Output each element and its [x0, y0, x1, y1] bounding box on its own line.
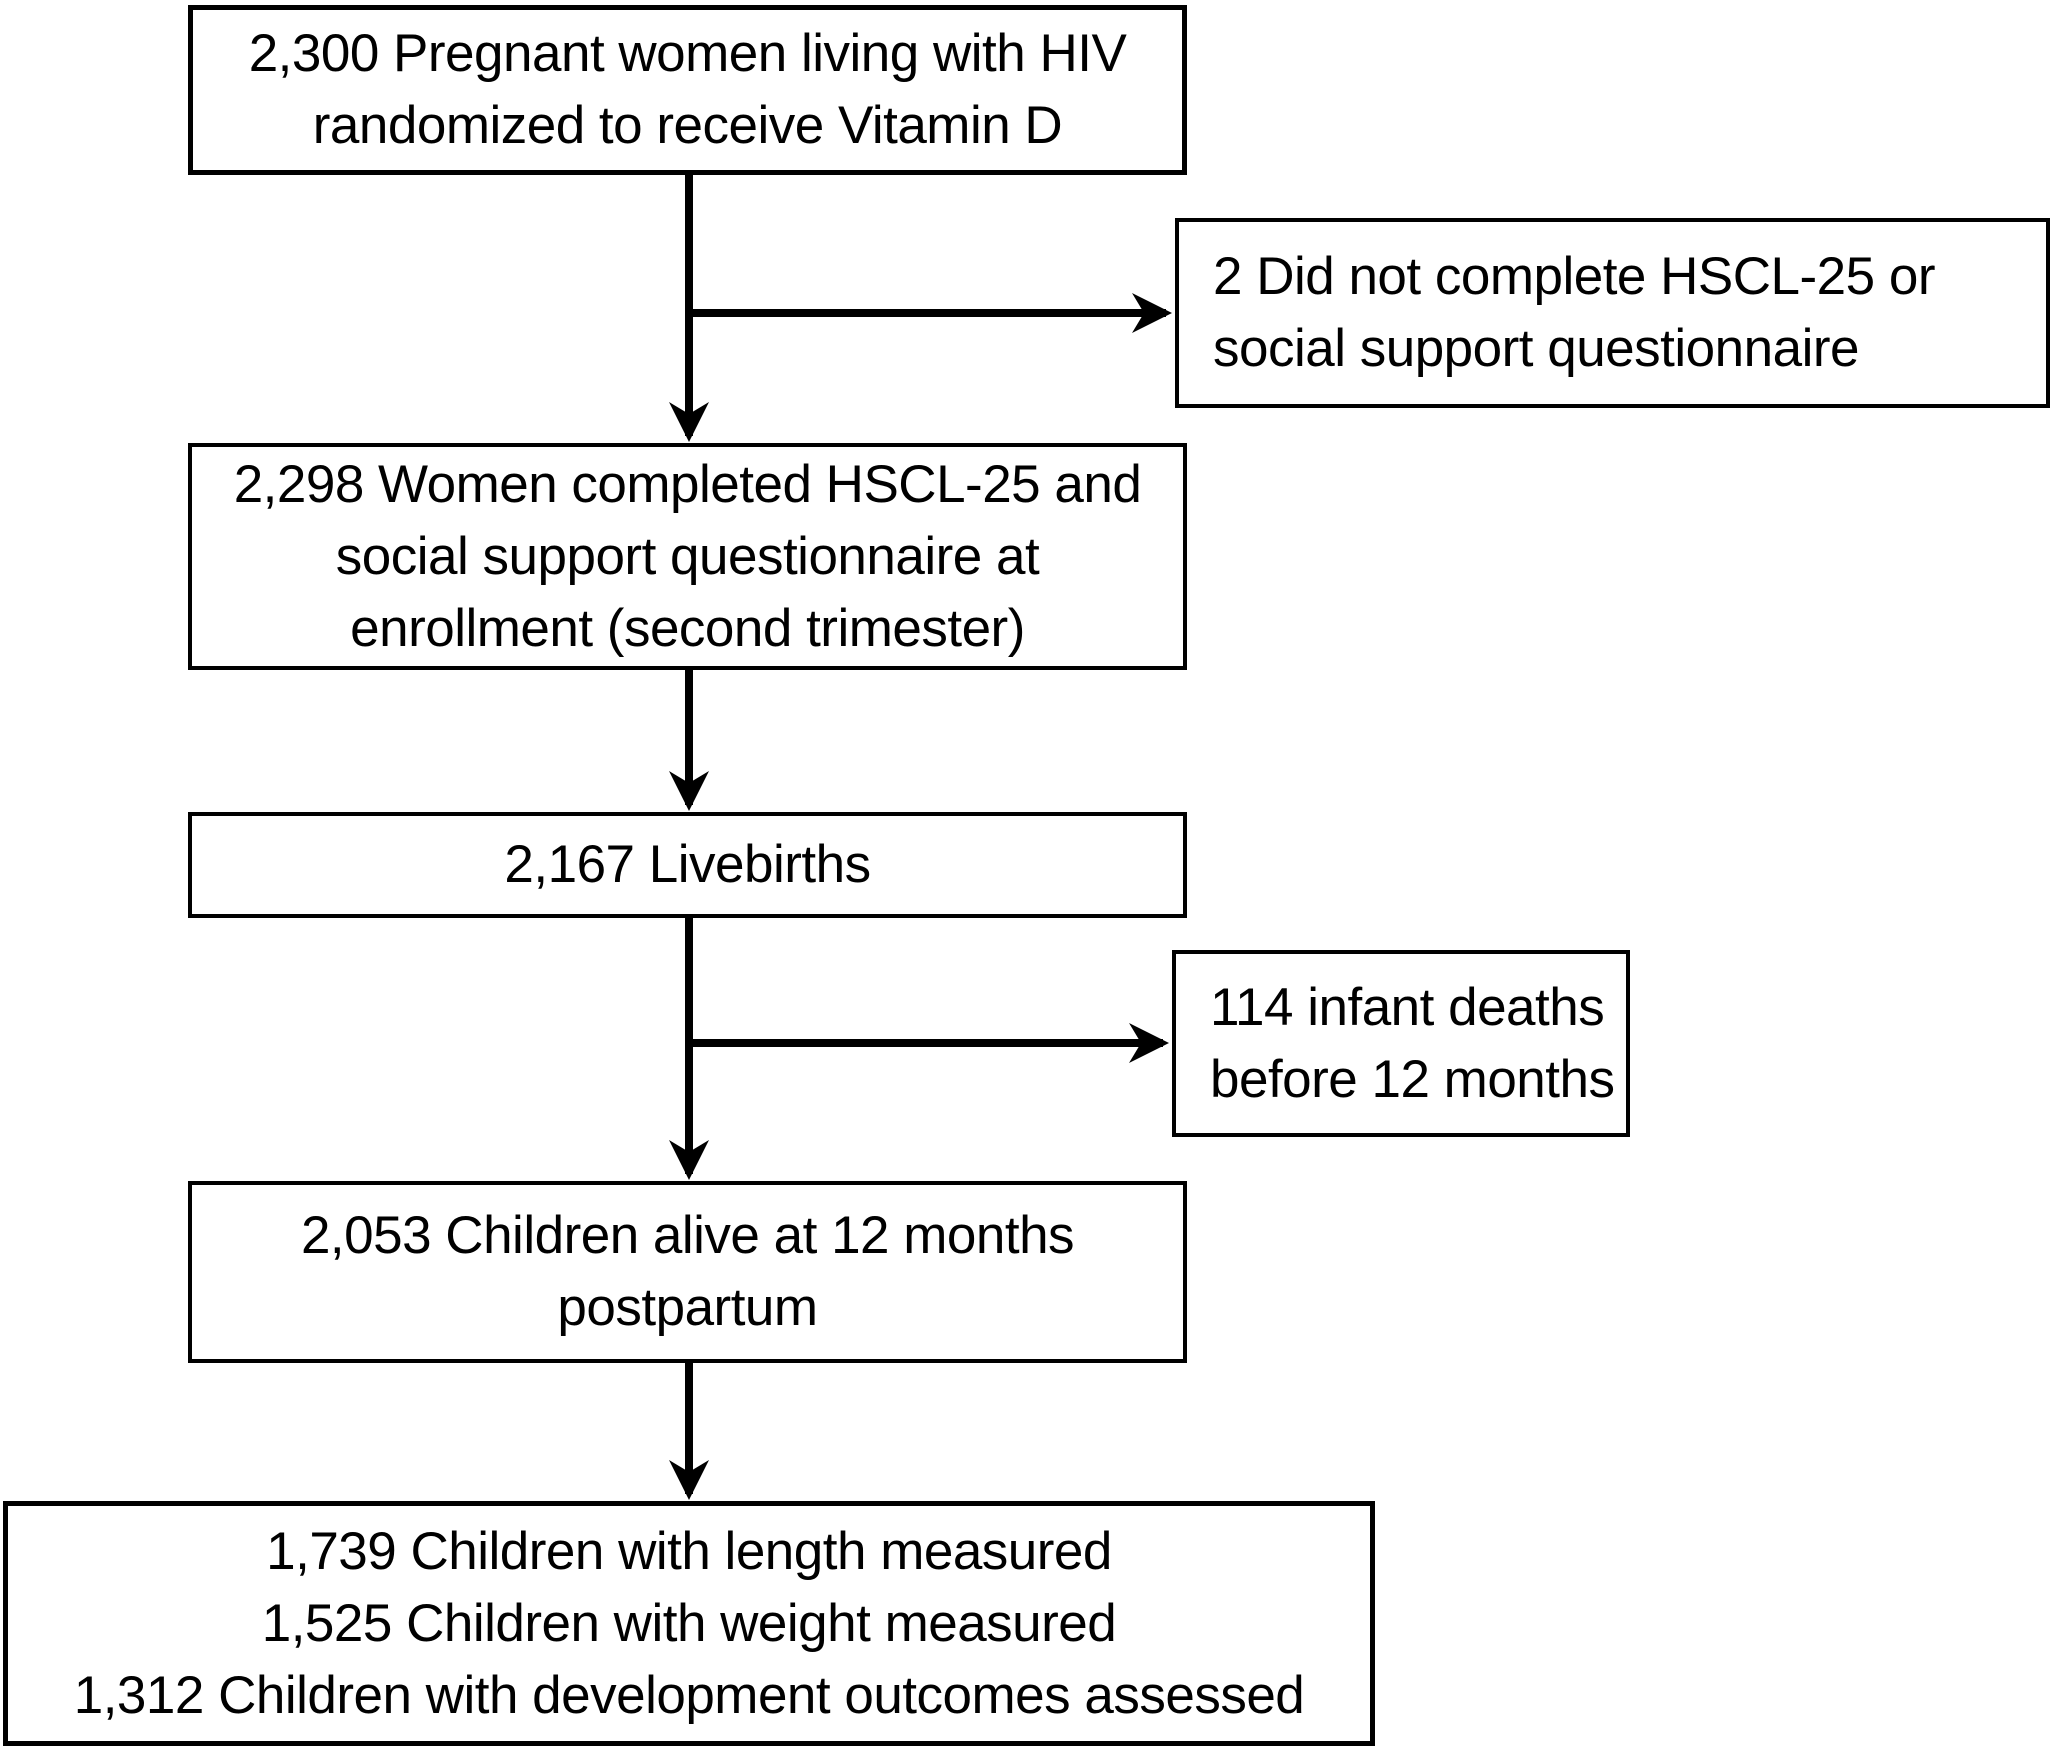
box-randomized-line-1: 2,300 Pregnant women living with HIV	[248, 24, 1127, 83]
box-excluded-questionnaire-line-2: social support questionnaire	[1213, 319, 1859, 378]
box-alive-12-months: 2,053 Children alive at 12 months postpa…	[188, 1181, 1187, 1363]
box-completed-questionnaire-line-1: 2,298 Women completed HSCL-25 and	[233, 454, 1142, 514]
box-outcomes-measured-line-2: 1,525 Children with weight measured	[261, 1593, 1117, 1653]
box-outcomes-measured-line-1: 1,739 Children with length measured	[266, 1521, 1112, 1581]
box-infant-deaths: 114 infant deaths before 12 months	[1172, 950, 1630, 1137]
box-infant-deaths-line-1: 114 infant deaths	[1210, 977, 1605, 1037]
box-randomized-line-2: randomized to receive Vitamin D	[312, 96, 1063, 155]
box-outcomes-measured-line-3: 1,312 Children with development outcomes…	[73, 1665, 1305, 1725]
box-alive-12-months-line-1: 2,053 Children alive at 12 months	[300, 1206, 1075, 1265]
box-alive-12-months-line-2: postpartum	[557, 1278, 818, 1337]
box-completed-questionnaire-line-3: enrollment (second trimester)	[350, 598, 1025, 658]
box-completed-questionnaire-line-2: social support questionnaire at	[335, 526, 1040, 586]
box-excluded-questionnaire: 2 Did not complete HSCL-25 or social sup…	[1175, 218, 2050, 408]
box-completed-questionnaire: 2,298 Women completed HSCL-25 and social…	[188, 443, 1187, 670]
box-outcomes-measured: 1,739 Children with length measured 1,52…	[3, 1501, 1375, 1746]
box-livebirths-line-1: 2,167 Livebirths	[504, 835, 871, 894]
box-infant-deaths-line-2: before 12 months	[1210, 1049, 1615, 1109]
box-livebirths: 2,167 Livebirths	[188, 812, 1187, 918]
box-excluded-questionnaire-line-1: 2 Did not complete HSCL-25 or	[1213, 247, 1935, 306]
box-randomized: 2,300 Pregnant women living with HIV ran…	[188, 5, 1187, 175]
